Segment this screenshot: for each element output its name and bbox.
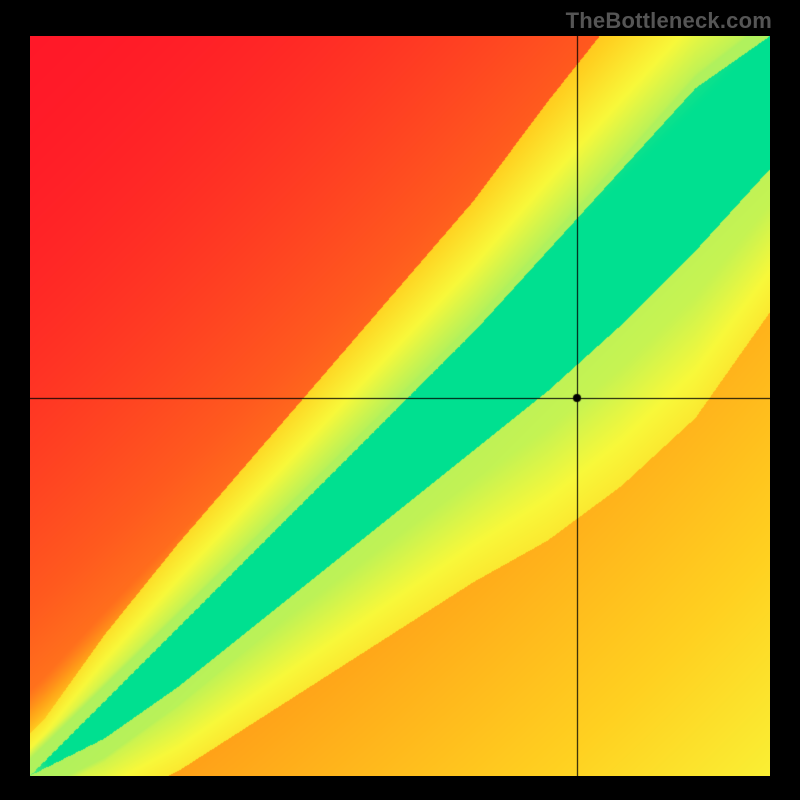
root-container: TheBottleneck.com — [0, 0, 800, 800]
watermark-text: TheBottleneck.com — [566, 8, 772, 34]
bottleneck-heatmap — [30, 36, 770, 776]
plot-frame — [30, 36, 770, 776]
